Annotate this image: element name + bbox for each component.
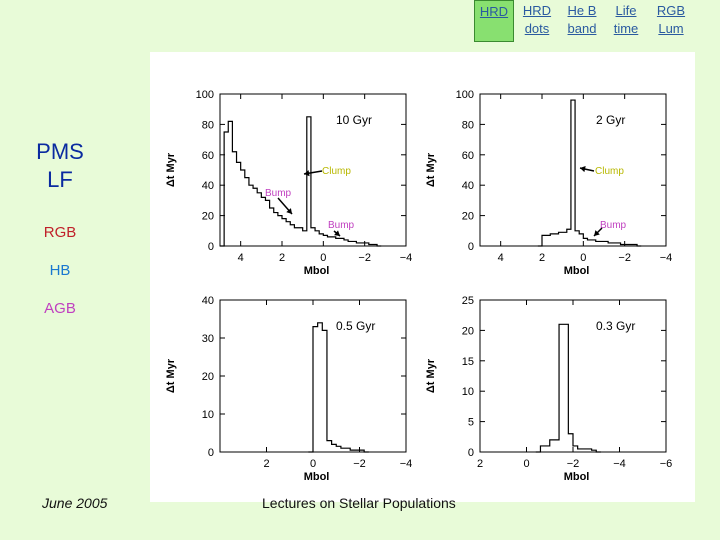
y-tick-label: 0 <box>208 447 214 459</box>
y-axis-label: Δt Myr <box>425 152 437 187</box>
nav-rgb-lum-button[interactable]: RGB Lum <box>656 3 686 36</box>
x-tick-label: −2 <box>358 252 371 264</box>
x-tick-label: −6 <box>660 458 673 470</box>
x-axis-label: Mbol <box>304 265 330 277</box>
x-tick-label: −4 <box>400 252 413 264</box>
y-tick-label: 15 <box>462 356 474 368</box>
footer-title: Lectures on Stellar Populations <box>262 495 456 511</box>
x-axis-label: Mbol <box>304 471 330 483</box>
y-tick-label: 30 <box>202 333 214 345</box>
nav-hrd-dots-button[interactable]: HRD dots <box>522 3 552 36</box>
x-tick-label: 4 <box>498 252 504 264</box>
x-tick-label: −2 <box>567 458 580 470</box>
histogram-line <box>537 99 642 247</box>
y-tick-label: 20 <box>462 325 474 337</box>
y-tick-label: 10 <box>462 386 474 398</box>
x-tick-label: 0 <box>320 252 326 264</box>
y-tick-label: 20 <box>202 371 214 383</box>
sidebar-item-agb: AGB <box>44 300 76 317</box>
y-tick-label: 80 <box>462 119 474 131</box>
sidebar-item-rgb: RGB <box>43 224 77 241</box>
x-tick-label: −4 <box>613 458 626 470</box>
nav-hrd-button[interactable]: HRD <box>474 0 514 42</box>
x-tick-label: −2 <box>353 458 366 470</box>
x-tick-label: −4 <box>660 252 673 264</box>
x-tick-label: 2 <box>263 458 269 470</box>
y-tick-label: 0 <box>468 447 474 459</box>
nav-life-time-button[interactable]: Life time <box>613 3 639 36</box>
bump-label: Bump <box>265 188 292 199</box>
panel-age-label: 10 Gyr <box>336 113 372 127</box>
x-axis-label: Mbol <box>564 471 590 483</box>
histogram-line <box>220 116 382 247</box>
y-tick-label: 40 <box>202 180 214 192</box>
y-tick-label: 80 <box>202 119 214 131</box>
clump-arrow-head <box>580 166 586 173</box>
sidebar-title: PMS LF <box>36 139 84 192</box>
x-tick-label: 2 <box>539 252 545 264</box>
y-tick-label: 20 <box>202 211 214 223</box>
y-axis-label: Δt Myr <box>165 152 177 187</box>
x-tick-label: 4 <box>238 252 244 264</box>
bump-label: Bump <box>600 220 627 231</box>
y-tick-label: 60 <box>202 150 214 162</box>
panel-age-label: 2 Gyr <box>596 113 625 127</box>
x-tick-label: 0 <box>580 252 586 264</box>
y-tick-label: 10 <box>202 409 214 421</box>
panel-3-frame <box>479 299 667 453</box>
panel-0-frame <box>219 93 407 247</box>
panel-age-label: 0.5 Gyr <box>336 319 375 333</box>
y-tick-label: 60 <box>462 150 474 162</box>
x-tick-label: 0 <box>310 458 316 470</box>
y-tick-label: 0 <box>208 241 214 253</box>
y-axis-label: Δt Myr <box>425 358 437 393</box>
y-tick-label: 5 <box>468 417 474 429</box>
histogram-line <box>308 322 369 453</box>
clump-label: Clump <box>322 166 351 177</box>
footer-date: June 2005 <box>42 495 108 511</box>
y-tick-label: 100 <box>456 89 474 101</box>
sidebar-item-hb: HB <box>49 262 71 279</box>
y-tick-label: 25 <box>462 295 474 307</box>
x-tick-label: 2 <box>279 252 285 264</box>
bump-arrow-head <box>594 230 600 236</box>
y-tick-label: 40 <box>462 180 474 192</box>
y-tick-label: 20 <box>462 211 474 223</box>
y-tick-label: 40 <box>202 295 214 307</box>
x-tick-label: 0 <box>523 458 529 470</box>
clump-label: Clump <box>595 166 624 177</box>
bump-arrow-2-head <box>334 230 340 236</box>
y-tick-label: 0 <box>468 241 474 253</box>
histogram-line <box>535 323 601 453</box>
bump-arrow-head <box>286 208 292 214</box>
x-tick-label: −4 <box>400 458 413 470</box>
bump-label-2: Bump <box>328 220 355 231</box>
x-tick-label: −2 <box>618 252 631 264</box>
clump-arrow-head <box>304 170 310 177</box>
luminosity-function-figure: 0 20 40 60 80 100 4 2 0 −2 −4 Mbol Δt Myr 10 Gyr 0 20 40… <box>150 52 695 502</box>
panel-1-frame <box>479 93 667 247</box>
panel-age-label: 0.3 Gyr <box>596 319 635 333</box>
y-tick-label: 100 <box>196 89 214 101</box>
y-axis-label: Δt Myr <box>165 358 177 393</box>
x-tick-label: 2 <box>477 458 483 470</box>
x-axis-label: Mbol <box>564 265 590 277</box>
